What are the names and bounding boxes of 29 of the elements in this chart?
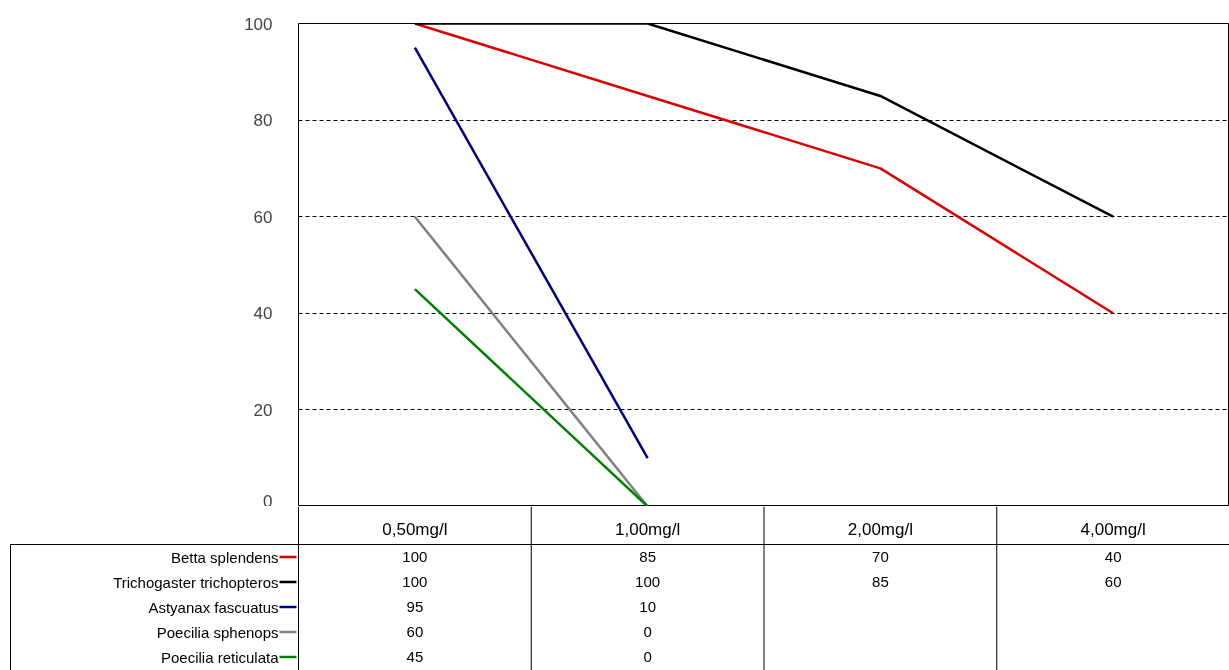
- x-tick-label: 2,00mg/l: [847, 520, 913, 539]
- data-label: 60: [406, 623, 424, 640]
- legend-label: Betta splendens: [170, 548, 279, 566]
- data-label: 100: [402, 548, 428, 565]
- y-tick-label: 80: [253, 111, 273, 131]
- data-label: 85: [872, 573, 889, 590]
- data-label: 60: [1104, 573, 1122, 590]
- data-label: 100: [402, 573, 428, 590]
- x-tick-label: 0,50mg/l: [382, 520, 448, 539]
- data-label: 10: [639, 598, 656, 615]
- data-label: 45: [406, 648, 424, 665]
- data-label: 95: [406, 598, 424, 615]
- data-label: 100: [635, 573, 661, 590]
- legend-label: Trichogaster trichopteros: [113, 573, 279, 591]
- legend-label: Poecilia reticulata: [160, 648, 280, 666]
- y-tick-label: 100: [244, 14, 273, 34]
- y-tick-label: 60: [253, 207, 273, 227]
- data-label: 0: [643, 648, 652, 665]
- y-tick-label: 0: [263, 491, 273, 511]
- legend-label: Poecilia sphenops: [156, 623, 279, 641]
- data-label: 70: [872, 548, 889, 565]
- legend-label: Astyanax fascuatus: [148, 598, 279, 616]
- x-tick-label: 1,00mg/l: [615, 520, 681, 539]
- data-label: 0: [643, 623, 652, 640]
- data-label: 85: [639, 548, 656, 565]
- y-tick-label: 20: [253, 400, 273, 420]
- x-tick-label: 4,00mg/l: [1080, 520, 1146, 539]
- y-tick-label: 40: [253, 304, 273, 324]
- data-label: 40: [1104, 548, 1122, 565]
